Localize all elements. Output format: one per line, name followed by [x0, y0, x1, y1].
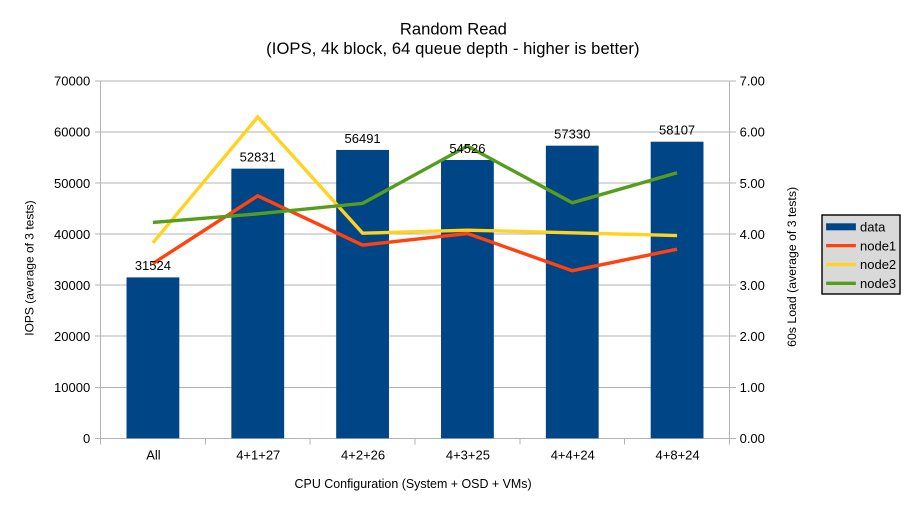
- svg-text:4+4+24: 4+4+24: [551, 447, 595, 462]
- svg-text:5.00: 5.00: [740, 176, 765, 191]
- svg-text:52831: 52831: [240, 149, 276, 164]
- svg-text:Random Read: Random Read: [400, 20, 507, 39]
- svg-text:IOPS (average of 3 tests): IOPS (average of 3 tests): [22, 200, 36, 335]
- svg-text:6.00: 6.00: [740, 125, 765, 140]
- svg-text:4+2+26: 4+2+26: [341, 447, 385, 462]
- svg-text:54526: 54526: [449, 141, 485, 156]
- svg-text:4+8+24: 4+8+24: [656, 447, 700, 462]
- svg-text:58107: 58107: [659, 123, 695, 138]
- svg-text:node3: node3: [860, 276, 896, 291]
- svg-text:31524: 31524: [135, 258, 171, 273]
- svg-text:70000: 70000: [54, 74, 90, 89]
- svg-text:40000: 40000: [54, 227, 90, 242]
- svg-text:4.00: 4.00: [740, 227, 765, 242]
- svg-text:data: data: [860, 220, 886, 235]
- svg-text:0.00: 0.00: [740, 431, 765, 446]
- svg-text:4+3+25: 4+3+25: [446, 447, 490, 462]
- svg-text:0: 0: [83, 431, 90, 446]
- svg-text:60000: 60000: [54, 125, 90, 140]
- svg-text:1.00: 1.00: [740, 380, 765, 395]
- svg-text:node1: node1: [860, 238, 896, 253]
- svg-text:3.00: 3.00: [740, 278, 765, 293]
- svg-text:All: All: [146, 447, 161, 462]
- svg-text:CPU Configuration (System + OS: CPU Configuration (System + OSD + VMs): [295, 477, 532, 491]
- svg-text:10000: 10000: [54, 380, 90, 395]
- svg-text:7.00: 7.00: [740, 74, 765, 89]
- svg-text:(IOPS, 4k block, 64 queue dept: (IOPS, 4k block, 64 queue depth - higher…: [266, 39, 639, 58]
- svg-text:4+1+27: 4+1+27: [236, 447, 280, 462]
- svg-text:node2: node2: [860, 257, 896, 272]
- svg-text:2.00: 2.00: [740, 329, 765, 344]
- svg-text:60s Load (average of 3 tests): 60s Load (average of 3 tests): [785, 187, 799, 347]
- svg-text:50000: 50000: [54, 176, 90, 191]
- svg-text:56491: 56491: [345, 131, 381, 146]
- svg-text:20000: 20000: [54, 329, 90, 344]
- svg-text:30000: 30000: [54, 278, 90, 293]
- svg-text:57330: 57330: [554, 127, 590, 142]
